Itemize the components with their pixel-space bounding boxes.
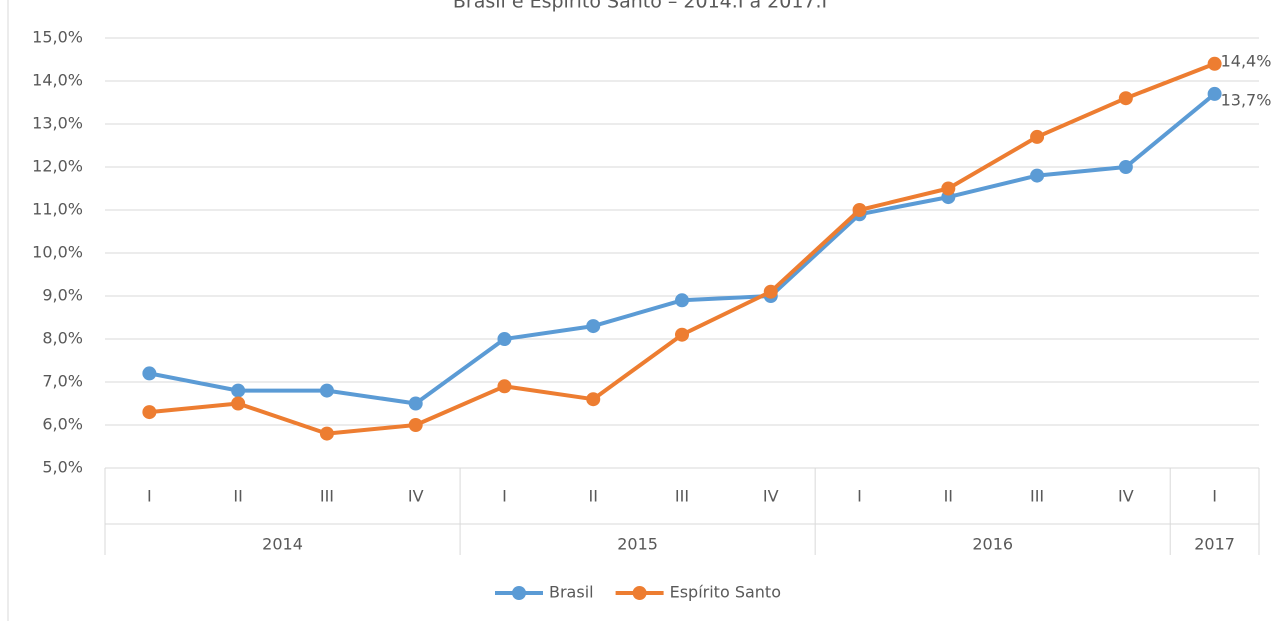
data-point — [1118, 91, 1133, 106]
data-point — [586, 392, 601, 407]
y-tick-label: 6,0% — [42, 415, 83, 434]
legend-label: Espírito Santo — [670, 583, 781, 602]
y-tick-label: 11,0% — [32, 200, 83, 219]
data-point — [231, 396, 246, 411]
data-point — [675, 327, 689, 342]
y-tick-label: 9,0% — [42, 286, 83, 305]
y-tick-label: 5,0% — [42, 458, 83, 477]
x-tick-label: IV — [1118, 487, 1134, 506]
data-point — [142, 366, 157, 381]
data-point — [408, 396, 423, 411]
legend-marker — [632, 586, 647, 600]
data-label: 13,7% — [1221, 90, 1272, 109]
x-tick-label: I — [147, 487, 152, 506]
data-point — [1118, 160, 1133, 174]
x-tick-label: II — [589, 487, 598, 506]
data-point — [319, 383, 334, 398]
x-tick-label: II — [233, 487, 242, 506]
data-point — [1207, 86, 1222, 101]
y-tick-label: 14,0% — [32, 71, 83, 90]
x-tick-label: IV — [763, 487, 779, 506]
data-label: 14,4% — [1221, 51, 1272, 70]
x-tick-label: I — [857, 487, 862, 506]
y-tick-label: 10,0% — [32, 243, 83, 262]
x-tick-label: III — [1030, 487, 1044, 506]
x-group-label: 2016 — [972, 535, 1013, 554]
series-line — [149, 61, 1216, 436]
data-point — [231, 383, 246, 398]
series-line — [149, 92, 1216, 406]
y-tick-label: 7,0% — [42, 372, 83, 391]
data-point — [852, 203, 867, 217]
x-tick-label: II — [944, 487, 953, 506]
data-point — [763, 284, 778, 299]
data-point — [142, 405, 157, 420]
y-tick-label: 15,0% — [32, 28, 83, 47]
data-point — [941, 181, 956, 196]
x-group-label: 2017 — [1194, 535, 1235, 554]
data-point — [1030, 168, 1045, 183]
x-tick-label: I — [1212, 487, 1217, 506]
y-tick-label: 8,0% — [42, 329, 83, 348]
x-tick-label: III — [675, 487, 689, 506]
x-tick-label: III — [320, 487, 334, 506]
legend-marker — [512, 586, 526, 600]
legend-label: Brasil — [549, 583, 594, 602]
data-point — [497, 332, 512, 346]
data-point — [1030, 129, 1045, 144]
data-point — [1207, 56, 1222, 71]
y-tick-label: 12,0% — [32, 157, 83, 176]
y-tick-label: 13,0% — [32, 114, 83, 133]
chart-title: Brasil e Espírito Santo – 2014.I a 2017.… — [453, 0, 827, 13]
data-point — [497, 379, 512, 394]
chart-border — [7, 0, 9, 621]
data-point — [675, 293, 689, 308]
x-tick-label: IV — [408, 487, 424, 506]
x-tick-label: I — [502, 487, 507, 506]
data-point — [586, 319, 601, 334]
x-group-label: 2015 — [617, 535, 658, 554]
x-group-label: 2014 — [262, 535, 303, 554]
data-point — [319, 426, 334, 441]
data-point — [408, 418, 423, 432]
